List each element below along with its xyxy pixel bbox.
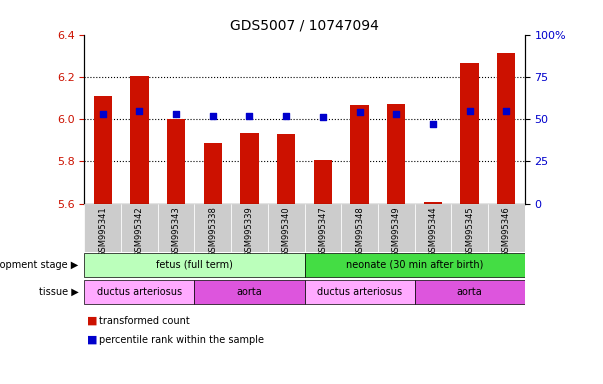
Bar bbox=[415, 35, 451, 204]
Text: GSM995340: GSM995340 bbox=[282, 206, 291, 257]
FancyBboxPatch shape bbox=[415, 280, 525, 304]
Bar bbox=[277, 134, 295, 204]
Text: aorta: aorta bbox=[236, 287, 262, 297]
FancyBboxPatch shape bbox=[415, 204, 451, 252]
FancyBboxPatch shape bbox=[451, 204, 488, 252]
Text: GSM995342: GSM995342 bbox=[135, 206, 144, 257]
Text: GSM995349: GSM995349 bbox=[392, 206, 401, 257]
Point bbox=[318, 114, 327, 121]
Bar bbox=[121, 35, 158, 204]
Text: GSM995346: GSM995346 bbox=[502, 206, 511, 257]
Text: ductus arteriosus: ductus arteriosus bbox=[97, 287, 182, 297]
Bar bbox=[378, 35, 415, 204]
Bar bbox=[268, 35, 305, 204]
Bar bbox=[204, 143, 222, 204]
Bar bbox=[158, 35, 194, 204]
FancyBboxPatch shape bbox=[305, 280, 415, 304]
Bar bbox=[451, 35, 488, 204]
Bar bbox=[231, 35, 268, 204]
Bar bbox=[341, 35, 378, 204]
Point bbox=[502, 108, 511, 114]
Bar bbox=[387, 104, 405, 204]
FancyBboxPatch shape bbox=[84, 253, 305, 277]
Text: ductus arteriosus: ductus arteriosus bbox=[317, 287, 402, 297]
Bar bbox=[93, 96, 112, 204]
Bar bbox=[488, 35, 525, 204]
Bar bbox=[424, 202, 442, 204]
Text: GSM995345: GSM995345 bbox=[465, 206, 474, 257]
Text: development stage ▶: development stage ▶ bbox=[0, 260, 78, 270]
FancyBboxPatch shape bbox=[84, 204, 121, 252]
FancyBboxPatch shape bbox=[84, 280, 194, 304]
Point bbox=[282, 113, 291, 119]
Text: GSM995338: GSM995338 bbox=[208, 206, 217, 257]
Point bbox=[208, 113, 218, 119]
Bar bbox=[167, 119, 185, 204]
Point bbox=[134, 108, 144, 114]
Point bbox=[428, 121, 438, 127]
Point bbox=[391, 111, 401, 117]
FancyBboxPatch shape bbox=[488, 204, 525, 252]
Point bbox=[465, 108, 475, 114]
Text: GSM995339: GSM995339 bbox=[245, 206, 254, 257]
Bar bbox=[497, 53, 516, 204]
FancyBboxPatch shape bbox=[158, 204, 194, 252]
FancyBboxPatch shape bbox=[121, 204, 158, 252]
Text: fetus (full term): fetus (full term) bbox=[156, 260, 233, 270]
Title: GDS5007 / 10747094: GDS5007 / 10747094 bbox=[230, 18, 379, 32]
Text: neonate (30 min after birth): neonate (30 min after birth) bbox=[346, 260, 483, 270]
Text: transformed count: transformed count bbox=[99, 316, 190, 326]
Text: aorta: aorta bbox=[456, 287, 482, 297]
Point bbox=[171, 111, 181, 117]
Bar bbox=[461, 63, 479, 204]
FancyBboxPatch shape bbox=[231, 204, 268, 252]
Text: ■: ■ bbox=[87, 335, 98, 345]
Text: GSM995348: GSM995348 bbox=[355, 206, 364, 257]
Point bbox=[355, 109, 364, 115]
Text: GSM995341: GSM995341 bbox=[98, 206, 107, 257]
Text: GSM995344: GSM995344 bbox=[428, 206, 437, 257]
Point bbox=[98, 111, 107, 117]
FancyBboxPatch shape bbox=[194, 204, 231, 252]
FancyBboxPatch shape bbox=[341, 204, 378, 252]
Bar bbox=[241, 133, 259, 204]
Text: tissue ▶: tissue ▶ bbox=[39, 287, 78, 297]
Bar bbox=[130, 76, 148, 204]
Bar bbox=[350, 105, 368, 204]
Bar bbox=[305, 35, 341, 204]
FancyBboxPatch shape bbox=[194, 280, 305, 304]
Point bbox=[245, 113, 254, 119]
Text: percentile rank within the sample: percentile rank within the sample bbox=[99, 335, 265, 345]
FancyBboxPatch shape bbox=[268, 204, 305, 252]
Bar bbox=[194, 35, 231, 204]
Text: GSM995347: GSM995347 bbox=[318, 206, 327, 257]
Bar bbox=[84, 35, 121, 204]
FancyBboxPatch shape bbox=[305, 204, 341, 252]
Text: ■: ■ bbox=[87, 316, 98, 326]
FancyBboxPatch shape bbox=[305, 253, 525, 277]
FancyBboxPatch shape bbox=[378, 204, 415, 252]
Text: GSM995343: GSM995343 bbox=[172, 206, 181, 257]
Bar bbox=[314, 160, 332, 204]
